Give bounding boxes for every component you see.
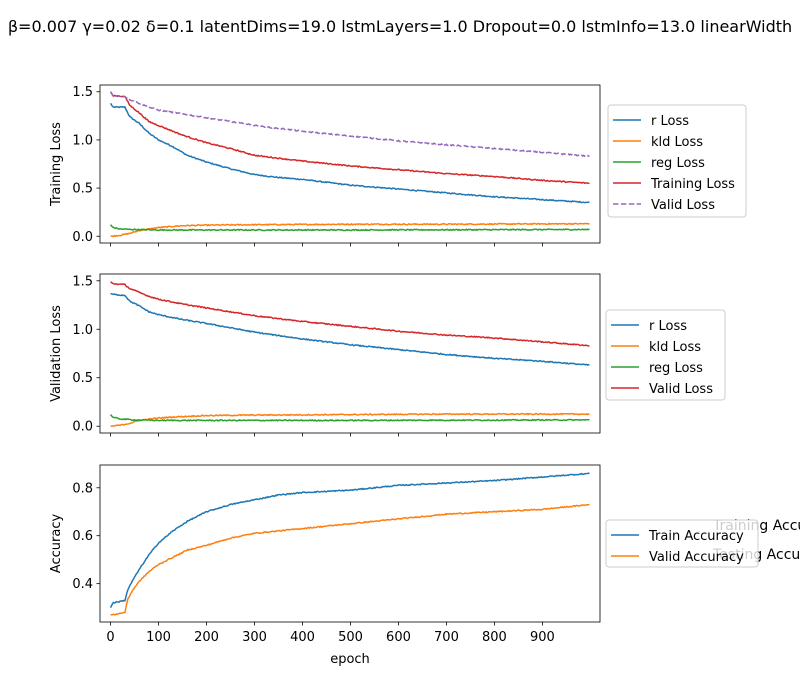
legend-entry-label: Training Loss [650,177,735,192]
legend-entry-label: reg Loss [651,156,705,171]
series-line-kld-loss [110,222,590,238]
y-tick-label: 1.5 [72,85,93,100]
legend-entry-label: Train Accuracy [648,529,744,544]
x-tick-label: 500 [338,630,363,645]
y-tick-label: 0.5 [72,182,93,197]
legend-entry-label: r Loss [651,114,689,129]
y-tick-label: 0.8 [72,481,93,496]
y-axis-label: Validation Loss [49,305,64,402]
series-line-valid-loss [110,281,590,347]
legend-entry-label: reg Loss [649,361,703,376]
y-axis-label: Training Loss [49,122,64,207]
x-tick-label: 200 [194,630,219,645]
legend: Train Accuracy Valid Accuracy [605,519,759,568]
series-line-valid-accuracy [110,503,590,616]
series-line-train-accuracy [109,472,590,608]
legend-entry-label: kld Loss [649,340,701,355]
x-tick-label: 600 [386,630,411,645]
figure-title: β=0.007 γ=0.02 δ=0.1 latentDims=19.0 lst… [8,17,792,36]
x-tick-label: 300 [242,630,267,645]
legend-entry-label: kld Loss [651,135,703,150]
series-line-training-loss [109,91,590,185]
legend: r Loss kld Loss reg Loss Training Loss Valid… [607,104,747,218]
x-axis-label: epoch [330,652,370,667]
x-tick-label: 400 [290,630,315,645]
x-tick-label: 700 [434,630,459,645]
series-line-valid-loss [109,91,590,158]
y-tick-label: 1.0 [72,323,93,338]
series-line-r-loss [110,292,590,366]
y-tick-label: 1.5 [72,274,93,289]
y-tick-label: 1.0 [72,133,93,148]
x-tick-label: 900 [530,630,555,645]
series-line-reg-loss [109,224,590,232]
x-tick-label: 800 [482,630,507,645]
series-line-kld-loss [110,412,590,427]
panel-2: 0.0 0.5 1.0 1.5 Validation Loss r Loss kld Los… [49,273,726,437]
legend-entry-label: Valid Loss [649,382,713,397]
axes-frame [99,84,601,244]
series-line-r-loss [109,102,590,204]
y-tick-label: 0.0 [72,230,93,245]
x-tick-label: 0 [106,630,114,645]
legend-frame [607,104,747,218]
y-tick-label: 0.4 [72,577,93,592]
axes-frame [99,464,601,623]
y-tick-label: 0.6 [72,529,93,544]
legend-entry-label: Valid Accuracy [649,550,744,565]
legend-frame [605,309,726,401]
y-axis-label: Accuracy [49,514,64,574]
legend: r Loss kld Loss reg Loss Valid Loss [605,309,726,401]
axes-frame [99,273,601,434]
legend-entry-label: r Loss [649,319,687,334]
legend-frame [605,519,759,568]
y-tick-label: 0.0 [72,420,93,435]
x-tick-label: 100 [146,630,171,645]
legend-entry-label: Valid Loss [651,198,715,213]
y-tick-label: 0.5 [72,371,93,386]
panel-3: 0.4 0.6 0.8 0 100 200 300 400 500 600 700 800 900 Acc… [49,464,759,645]
series-line-reg-loss [109,414,590,422]
